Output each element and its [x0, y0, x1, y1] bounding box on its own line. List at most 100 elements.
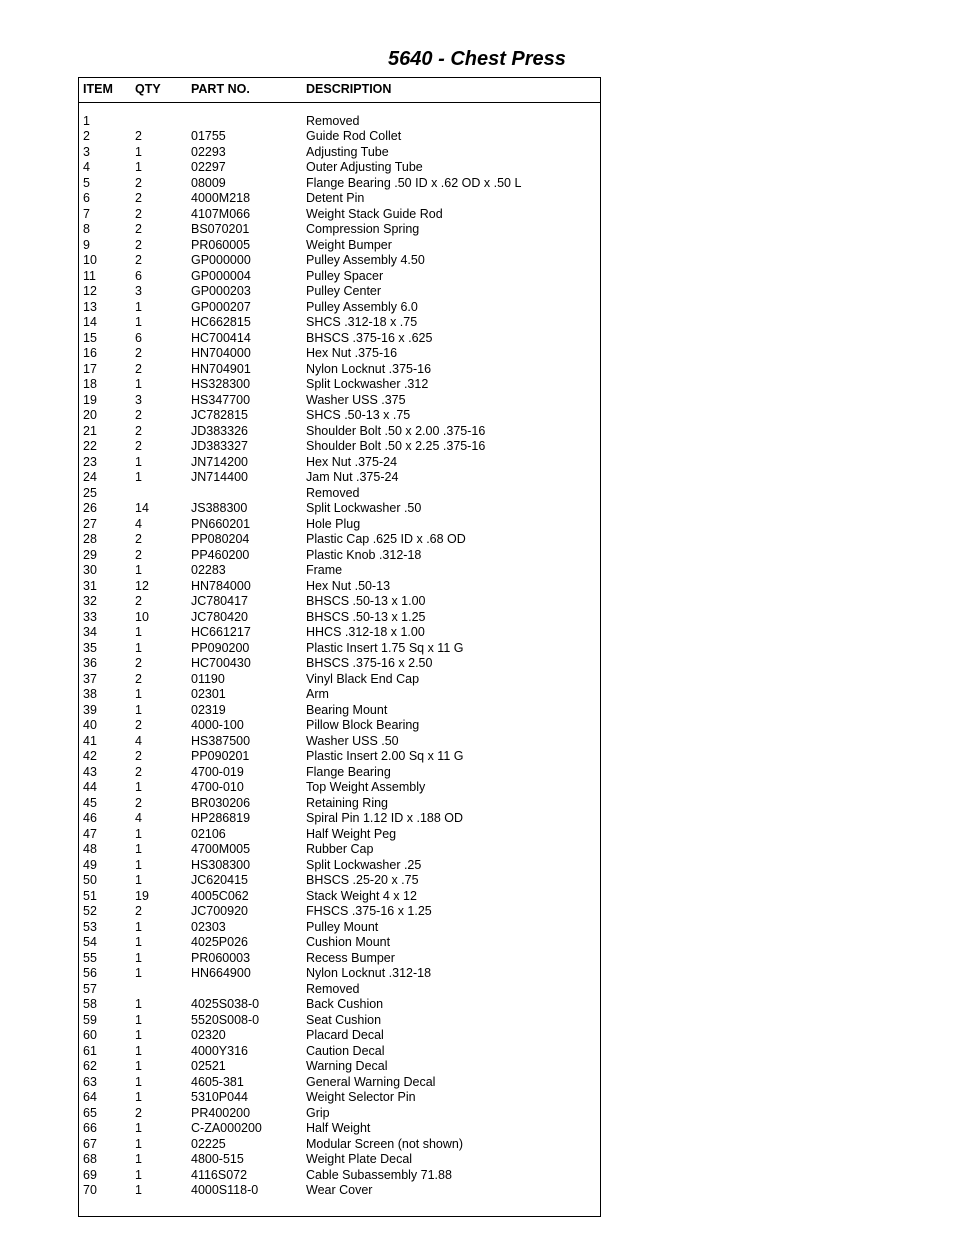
desc-cell: BHSCS .375-16 x .625 — [302, 330, 600, 346]
item-cell: 56 — [79, 966, 131, 982]
part-cell: 02301 — [187, 687, 302, 703]
part-cell: 4700M005 — [187, 842, 302, 858]
qty-cell: 2 — [131, 408, 187, 424]
qty-cell: 2 — [131, 237, 187, 253]
qty-cell: 1 — [131, 1121, 187, 1137]
qty-cell: 4 — [131, 733, 187, 749]
qty-cell: 3 — [131, 392, 187, 408]
item-cell: 15 — [79, 330, 131, 346]
table-row: 156HC700414BHSCS .375-16 x .625 — [79, 330, 600, 346]
item-cell: 37 — [79, 671, 131, 687]
qty-cell: 1 — [131, 454, 187, 470]
part-cell: GP000000 — [187, 253, 302, 269]
part-cell: 4025S038-0 — [187, 997, 302, 1013]
item-cell: 9 — [79, 237, 131, 253]
table-row: 1Removed — [79, 113, 600, 129]
desc-cell: Grip — [302, 1105, 600, 1121]
item-cell: 27 — [79, 516, 131, 532]
part-cell: PN660201 — [187, 516, 302, 532]
desc-cell: BHSCS .50-13 x 1.00 — [302, 594, 600, 610]
qty-cell — [131, 113, 187, 129]
part-cell: 01190 — [187, 671, 302, 687]
qty-cell: 2 — [131, 361, 187, 377]
part-cell: 02521 — [187, 1059, 302, 1075]
table-row: 38102301Arm — [79, 687, 600, 703]
desc-cell: Vinyl Black End Cap — [302, 671, 600, 687]
table-row: 661C-ZA000200Half Weight — [79, 1121, 600, 1137]
part-cell: JC700920 — [187, 904, 302, 920]
item-cell: 19 — [79, 392, 131, 408]
item-cell: 55 — [79, 950, 131, 966]
table-row: 282PP080204Plastic Cap .625 ID x .68 OD — [79, 532, 600, 548]
item-cell: 16 — [79, 346, 131, 362]
desc-cell: Plastic Cap .625 ID x .68 OD — [302, 532, 600, 548]
part-cell: JD383326 — [187, 423, 302, 439]
qty-cell: 1 — [131, 1183, 187, 1199]
table-row: 241JN714400Jam Nut .375-24 — [79, 470, 600, 486]
item-cell: 62 — [79, 1059, 131, 1075]
desc-cell: Washer USS .50 — [302, 733, 600, 749]
desc-cell: Pulley Mount — [302, 919, 600, 935]
desc-cell: Split Lockwasher .50 — [302, 501, 600, 517]
qty-cell: 2 — [131, 547, 187, 563]
qty-cell: 1 — [131, 780, 187, 796]
table-header-row: ITEM QTY PART NO. DESCRIPTION — [79, 78, 600, 103]
table-row: 6314605-381General Warning Decal — [79, 1074, 600, 1090]
col-header-item: ITEM — [79, 78, 131, 103]
table-row: 3310JC780420BHSCS .50-13 x 1.25 — [79, 609, 600, 625]
qty-cell: 1 — [131, 935, 187, 951]
item-cell: 22 — [79, 439, 131, 455]
part-cell: 08009 — [187, 175, 302, 191]
desc-cell: BHSCS .50-13 x 1.25 — [302, 609, 600, 625]
table-row: 102GP000000Pulley Assembly 4.50 — [79, 253, 600, 269]
part-cell: 02225 — [187, 1136, 302, 1152]
qty-cell: 1 — [131, 919, 187, 935]
parts-table: ITEM QTY PART NO. DESCRIPTION 1Removed22… — [79, 78, 600, 1216]
desc-cell: Half Weight Peg — [302, 826, 600, 842]
qty-cell: 1 — [131, 826, 187, 842]
table-row: 464HP286819Spiral Pin 1.12 ID x .188 OD — [79, 811, 600, 827]
qty-cell: 2 — [131, 594, 187, 610]
table-row: 5208009Flange Bearing .50 ID x .62 OD x … — [79, 175, 600, 191]
qty-cell: 1 — [131, 1074, 187, 1090]
table-row: 292PP460200Plastic Knob .312-18 — [79, 547, 600, 563]
desc-cell: Wear Cover — [302, 1183, 600, 1199]
item-cell: 48 — [79, 842, 131, 858]
item-cell: 28 — [79, 532, 131, 548]
item-cell: 57 — [79, 981, 131, 997]
desc-cell: HHCS .312-18 x 1.00 — [302, 625, 600, 641]
item-cell: 18 — [79, 377, 131, 393]
part-cell: 4000S118-0 — [187, 1183, 302, 1199]
part-cell: PP080204 — [187, 532, 302, 548]
item-cell: 40 — [79, 718, 131, 734]
table-spacer-row — [79, 103, 600, 114]
desc-cell: Hex Nut .50-13 — [302, 578, 600, 594]
page-title: 5640 - Chest Press — [78, 48, 876, 71]
table-row: 6114000Y316Caution Decal — [79, 1043, 600, 1059]
qty-cell: 1 — [131, 1043, 187, 1059]
item-cell: 44 — [79, 780, 131, 796]
item-cell: 39 — [79, 702, 131, 718]
qty-cell: 2 — [131, 129, 187, 145]
qty-cell: 19 — [131, 888, 187, 904]
table-row: 25Removed — [79, 485, 600, 501]
desc-cell: Removed — [302, 113, 600, 129]
item-cell: 50 — [79, 873, 131, 889]
item-cell: 30 — [79, 563, 131, 579]
desc-cell: Pulley Assembly 6.0 — [302, 299, 600, 315]
item-cell: 58 — [79, 997, 131, 1013]
table-row: 522JC700920FHSCS .375-16 x 1.25 — [79, 904, 600, 920]
item-cell: 63 — [79, 1074, 131, 1090]
desc-cell: Removed — [302, 981, 600, 997]
part-cell: HP286819 — [187, 811, 302, 827]
item-cell: 35 — [79, 640, 131, 656]
table-row: 202JC782815SHCS .50-13 x .75 — [79, 408, 600, 424]
desc-cell: Top Weight Assembly — [302, 780, 600, 796]
table-row: 4024000-100Pillow Block Bearing — [79, 718, 600, 734]
item-cell: 66 — [79, 1121, 131, 1137]
qty-cell: 1 — [131, 702, 187, 718]
qty-cell: 1 — [131, 470, 187, 486]
desc-cell: Plastic Insert 1.75 Sq x 11 G — [302, 640, 600, 656]
part-cell: 4005C062 — [187, 888, 302, 904]
part-cell: HC661217 — [187, 625, 302, 641]
